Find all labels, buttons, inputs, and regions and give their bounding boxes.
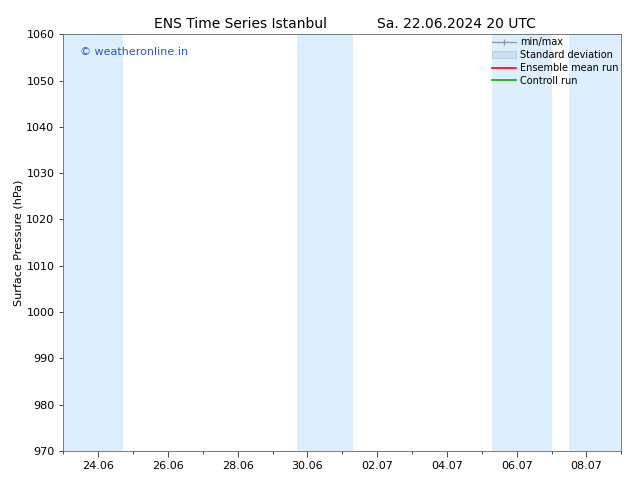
Y-axis label: Surface Pressure (hPa): Surface Pressure (hPa) xyxy=(13,179,23,306)
Bar xyxy=(63,34,123,451)
Text: ENS Time Series Istanbul: ENS Time Series Istanbul xyxy=(155,17,327,31)
Legend: min/max, Standard deviation, Ensemble mean run, Controll run: min/max, Standard deviation, Ensemble me… xyxy=(489,35,620,88)
Bar xyxy=(569,34,621,451)
Bar xyxy=(493,34,552,451)
Bar xyxy=(297,34,353,451)
Text: © weatheronline.in: © weatheronline.in xyxy=(80,47,188,57)
Text: Sa. 22.06.2024 20 UTC: Sa. 22.06.2024 20 UTC xyxy=(377,17,536,31)
